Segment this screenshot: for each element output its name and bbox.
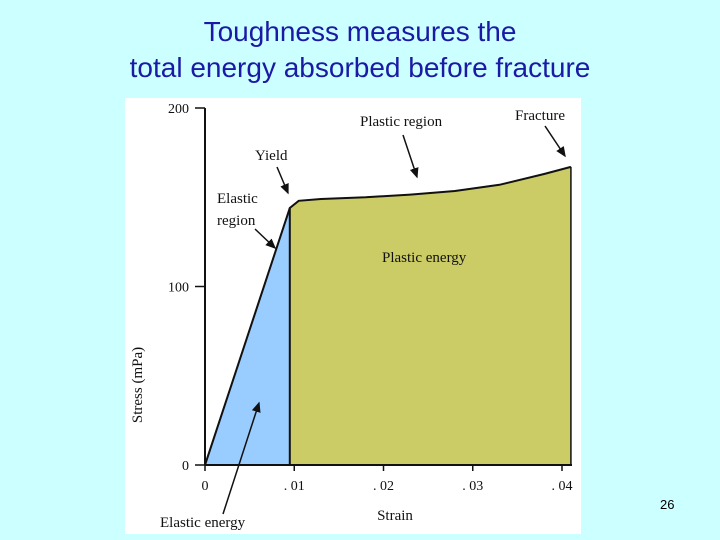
arrow-plastic-region: [402, 134, 419, 179]
slide-title-line-2: total energy absorbed before fracture: [129, 52, 591, 83]
arrow-yield: [276, 166, 289, 195]
arrow-elastic-energy: [222, 401, 261, 515]
x-tick-label: 0: [202, 479, 209, 494]
stress-strain-chart: 0 100 200 0 . 01 . 02 . 03 . 04 Stress (mPa) St…: [130, 102, 573, 531]
y-tick-label: 200: [168, 102, 189, 117]
page-number: 26: [660, 497, 675, 512]
x-tick-label: . 03: [462, 479, 483, 494]
annotation-elastic-region-line-1: Elastic: [217, 191, 258, 207]
annotation-elastic-region-line-2: region: [217, 213, 256, 229]
y-axis-label: Stress (mPa): [130, 347, 146, 423]
annotation-plastic-region: Plastic region: [360, 114, 443, 130]
region-elastic-energy: [205, 208, 290, 465]
annotation-elastic-energy: Elastic energy: [160, 515, 246, 531]
stress-strain-curve: [204, 165, 572, 466]
annotation-fracture: Fracture: [515, 108, 565, 124]
slide-title: Toughness measures the total energy abso…: [0, 14, 720, 86]
annotation-plastic-energy: Plastic energy: [382, 250, 467, 266]
x-tick-label: . 02: [373, 479, 394, 494]
arrow-elastic-region: [254, 228, 277, 250]
x-tick-label: . 04: [552, 479, 573, 494]
arrow-fracture: [544, 125, 566, 158]
slide-title-line-1: Toughness measures the: [203, 16, 517, 47]
region-plastic-energy: [289, 166, 571, 465]
y-tick-label: 100: [168, 281, 189, 296]
annotation-yield: Yield: [255, 148, 288, 164]
y-tick-label: 0: [182, 459, 189, 474]
stress-strain-figure: 0 100 200 0 . 01 . 02 . 03 . 04 Stress (mPa) St…: [125, 98, 581, 534]
x-axis-label: Strain: [377, 508, 413, 524]
x-tick-label: . 01: [284, 479, 305, 494]
